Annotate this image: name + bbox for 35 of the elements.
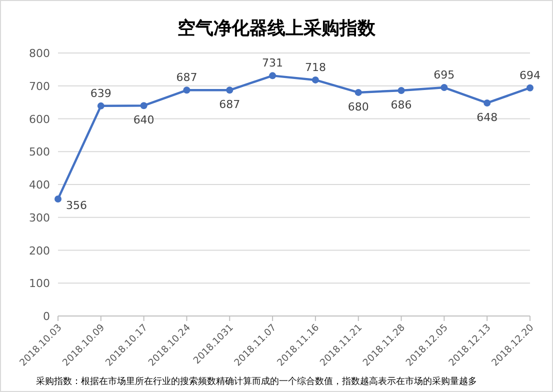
point [484, 99, 491, 106]
y-tick-label: 400 [29, 178, 50, 192]
y-tick-label: 500 [29, 146, 50, 159]
point [354, 88, 362, 96]
point [269, 72, 276, 80]
y-tick-label: 200 [29, 244, 50, 258]
data-label: 687 [176, 71, 198, 84]
point [54, 195, 62, 202]
y-tick-label: 0 [43, 310, 50, 323]
y-tick-label: 800 [29, 47, 50, 60]
y-tick-label: 600 [29, 112, 50, 126]
point [398, 86, 405, 94]
point [526, 84, 534, 92]
point [183, 86, 190, 94]
data-label: 687 [219, 98, 240, 112]
data-label: 694 [520, 68, 540, 82]
data-label: 356 [66, 198, 87, 212]
y-tick-label: 700 [29, 80, 50, 93]
y-tick-label: 300 [29, 211, 50, 224]
data-label: 680 [348, 100, 369, 114]
point [140, 102, 148, 110]
point [312, 76, 319, 84]
point [97, 102, 104, 110]
data-label: 640 [133, 114, 154, 127]
data-label: 695 [434, 68, 455, 82]
data-label: 686 [390, 98, 412, 112]
data-label: 731 [262, 56, 284, 70]
point [440, 84, 448, 92]
data-label: 639 [90, 86, 112, 100]
text: 采购指数：根据在市场里所在行业的搜索频数精确计算而成的一个综合数值，指数越高表示在市场的采购量越多 [36, 376, 477, 387]
chart-title: 空气净化器线上采购指数 [178, 18, 376, 39]
y-tick-label: 100 [29, 277, 50, 290]
data-label: 718 [304, 60, 326, 74]
data-label: 648 [476, 110, 498, 124]
point [226, 86, 234, 94]
